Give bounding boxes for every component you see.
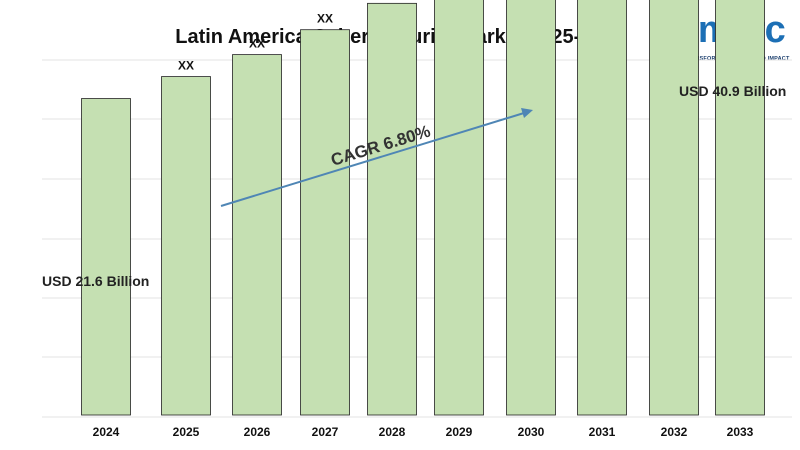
bar-2030 <box>506 0 556 416</box>
cagr-arrowhead <box>521 108 533 118</box>
bars <box>81 0 765 416</box>
bar-2026 <box>232 54 282 416</box>
x-tick-2030: 2030 <box>518 425 545 439</box>
end-value-label: USD 40.9 Billion <box>679 83 786 99</box>
x-tick-2027: 2027 <box>312 425 339 439</box>
data-label-2025: XX <box>178 59 194 73</box>
cagr-arrow <box>220 112 525 207</box>
bar-2027 <box>300 29 350 416</box>
x-tick-2026: 2026 <box>244 425 271 439</box>
x-tick-2031: 2031 <box>589 425 616 439</box>
bar-2033 <box>715 0 765 416</box>
bar-2025 <box>161 76 211 416</box>
x-tick-2032: 2032 <box>661 425 688 439</box>
bar-2028 <box>367 2 417 416</box>
bar-2032 <box>649 0 699 416</box>
data-label-2026: XX <box>249 37 265 51</box>
x-tick-2028: 2028 <box>379 425 406 439</box>
data-labels: XXXXXXXXXXXXXXXX <box>178 12 333 73</box>
bar-2029 <box>434 0 484 416</box>
x-axis-ticks: 2024 2025 2026 2027 2028 2029 2030 2031 2032 2033 <box>93 425 754 439</box>
bar-2031 <box>577 0 627 416</box>
x-tick-2029: 2029 <box>446 425 473 439</box>
x-tick-2033: 2033 <box>727 425 754 439</box>
start-value-label: USD 21.6 Billion <box>42 273 149 289</box>
x-tick-2025: 2025 <box>173 425 200 439</box>
x-tick-2024: 2024 <box>93 425 120 439</box>
bar-2024 <box>81 98 131 416</box>
data-label-2027: XX <box>317 12 333 26</box>
